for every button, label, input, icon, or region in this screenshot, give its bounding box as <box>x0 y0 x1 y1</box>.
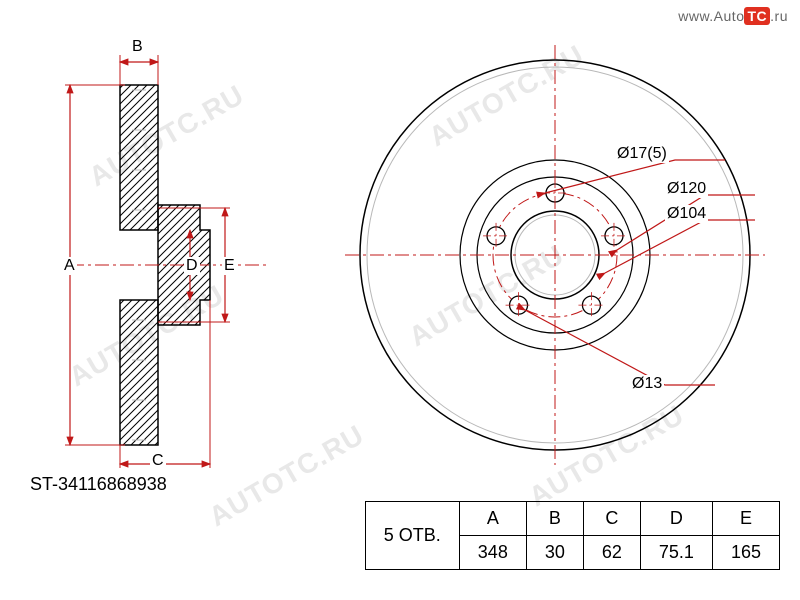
dim-label-d: D <box>184 257 200 275</box>
dim-label-a: A <box>62 257 77 275</box>
logo-prefix: www.Auto <box>678 8 744 24</box>
part-number: ST-34116868938 <box>30 474 167 495</box>
callout-13: Ø13 <box>630 375 664 393</box>
front-view-drawing <box>340 30 780 470</box>
table-header: D <box>640 502 712 536</box>
logo-suffix: .ru <box>770 8 788 24</box>
logo-tc: TC <box>744 7 770 25</box>
callout-120: Ø120 <box>665 180 708 198</box>
table-header: C <box>583 502 640 536</box>
table-header: B <box>526 502 583 536</box>
section-view-drawing <box>10 30 330 470</box>
dimensions-table: 5 ОТВ. A B C D E 348 30 62 75.1 165 <box>365 501 780 570</box>
callout-104: Ø104 <box>665 205 708 223</box>
table-cell: 62 <box>583 536 640 570</box>
table-cell: 30 <box>526 536 583 570</box>
table-cell: 348 <box>459 536 526 570</box>
table-header: E <box>712 502 779 536</box>
dim-label-c: C <box>150 452 166 470</box>
callout-17: Ø17(5) <box>615 145 669 163</box>
table-header-row: 5 ОТВ. A B C D E <box>365 502 779 536</box>
table-cell: 75.1 <box>640 536 712 570</box>
dim-label-b: B <box>130 38 145 56</box>
table-cell: 165 <box>712 536 779 570</box>
site-logo: www.AutoTC.ru <box>678 8 788 24</box>
dim-label-e: E <box>222 257 237 275</box>
table-header: A <box>459 502 526 536</box>
table-row-label: 5 ОТВ. <box>365 502 459 570</box>
